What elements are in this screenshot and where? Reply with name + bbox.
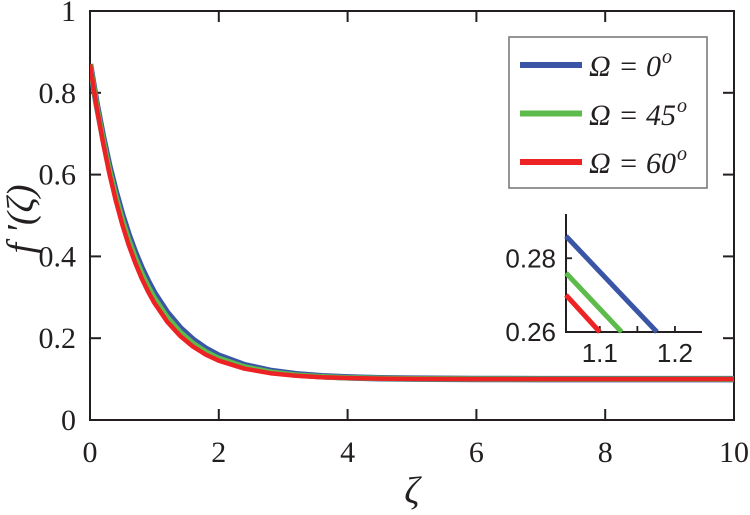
legend-label-omega-0: Ω = 0o: [589, 46, 672, 83]
y-tick-label: 0.2: [39, 322, 77, 355]
inset-series-curve-0: [564, 234, 659, 334]
inset-content: 1.1 1.2 0.26 0.28: [505, 234, 693, 368]
legend-swatches: [520, 62, 582, 165]
x-tick-label: 8: [598, 436, 613, 469]
y-tick-label: 0.6: [39, 159, 77, 192]
x-tick-label: 0: [83, 436, 98, 469]
y-tick-label: 0.4: [39, 240, 77, 273]
inset-axes: 1.1 1.2 0.26 0.28: [505, 214, 702, 368]
inset-series-curve-2: [564, 293, 602, 334]
legend-label-omega-45: Ω = 45o: [589, 95, 687, 132]
legend-label-text: Ω = 45: [589, 99, 676, 132]
inset-y-tick-label: 0.26: [505, 317, 556, 347]
x-tick-label: 6: [469, 436, 484, 469]
series-curve-2: [90, 63, 734, 382]
x-axis-label: ζ: [404, 470, 422, 512]
plot-box: [89, 10, 735, 421]
inset-y-tick-label: 0.28: [505, 243, 556, 273]
legend-label-text: Ω = 0: [589, 50, 661, 83]
axis-tick-labels: 0 2 4 6 8 10 0 0.2 0.4 0.6 0.8 1: [39, 0, 750, 469]
legend-label-superscript: o: [677, 95, 687, 117]
legend-label-superscript: o: [662, 46, 672, 68]
x-tick-label: 10: [719, 436, 749, 469]
legend-label-superscript: o: [677, 143, 687, 165]
x-tick-label: 2: [211, 436, 226, 469]
legend-label-text: Ω = 60: [589, 147, 676, 180]
y-tick-label: 0.8: [39, 77, 77, 110]
y-axis-label: f ′(ζ): [0, 184, 42, 253]
legend-label-omega-60: Ω = 60o: [589, 143, 687, 180]
inset-series-curve-1: [564, 271, 624, 334]
inset-x-tick-label: 1.1: [582, 338, 618, 368]
legend: Ω = 0o Ω = 45o Ω = 60o: [508, 36, 708, 189]
y-tick-label: 1: [61, 0, 76, 28]
inset-x-tick-label: 1.2: [657, 338, 693, 368]
x-tick-label: 4: [340, 436, 355, 469]
curves: [90, 63, 734, 383]
y-tick-label: 0: [61, 404, 76, 437]
